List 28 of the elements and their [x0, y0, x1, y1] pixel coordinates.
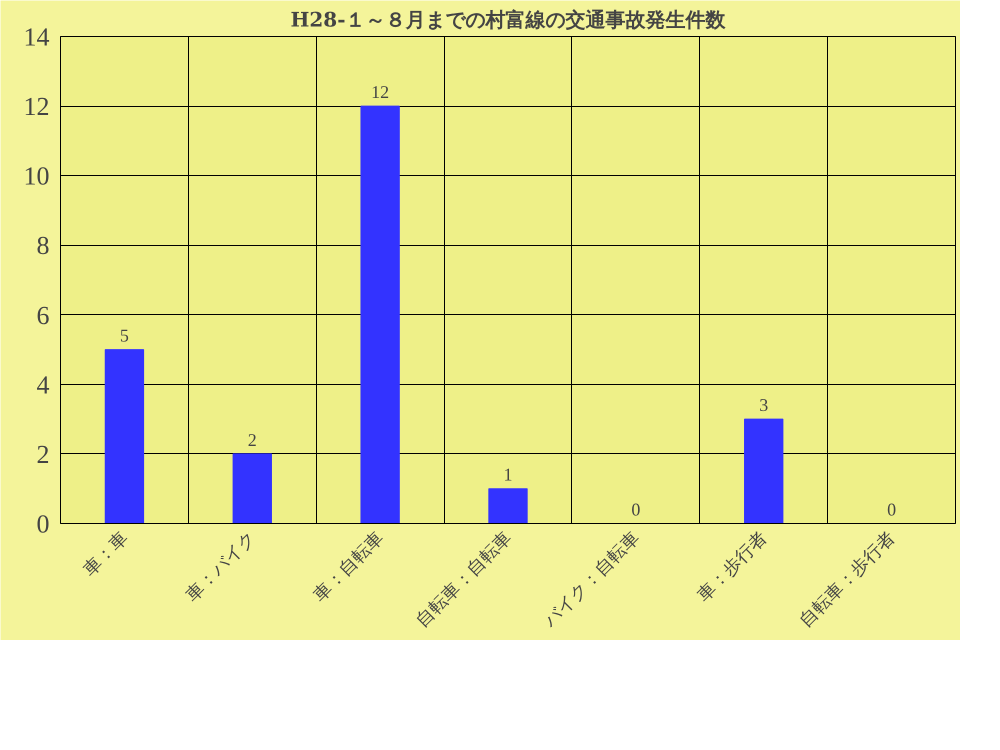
bar: [488, 488, 528, 524]
x-tick-label: 車：車: [79, 527, 132, 580]
data-label: 3: [759, 395, 768, 416]
x-tick-label: 自転車：歩行者: [795, 527, 899, 631]
y-tick-label: 8: [36, 231, 50, 260]
x-tick-label: 自転車：自転車: [412, 527, 516, 631]
y-tick-label: 6: [36, 300, 50, 330]
data-label: 2: [248, 430, 257, 450]
data-label: 12: [371, 82, 390, 102]
x-tick-label: 車：歩行者: [693, 527, 771, 606]
data-label: 1: [504, 464, 512, 485]
x-tick-label: バイク：自転車: [538, 527, 643, 632]
y-tick-label: 12: [24, 92, 50, 122]
bar: [104, 349, 144, 524]
y-tick-label: 10: [24, 162, 50, 191]
y-tick-label: 0: [36, 510, 50, 538]
bar: [744, 418, 784, 524]
data-label: 0: [887, 500, 896, 520]
y-tick-label: 4: [36, 370, 50, 400]
chart-title: H28-１～８月までの村富線の交通事故発生件数: [290, 8, 727, 32]
x-tick-label: 車：自転車: [309, 527, 388, 606]
y-tick-label: 14: [24, 22, 50, 52]
data-label: 0: [631, 500, 640, 520]
bar: [232, 453, 272, 524]
x-tick-label: 車：バイク: [182, 527, 260, 606]
y-tick-label: 2: [36, 440, 50, 469]
data-label: 5: [120, 326, 129, 346]
bar: [360, 106, 400, 524]
